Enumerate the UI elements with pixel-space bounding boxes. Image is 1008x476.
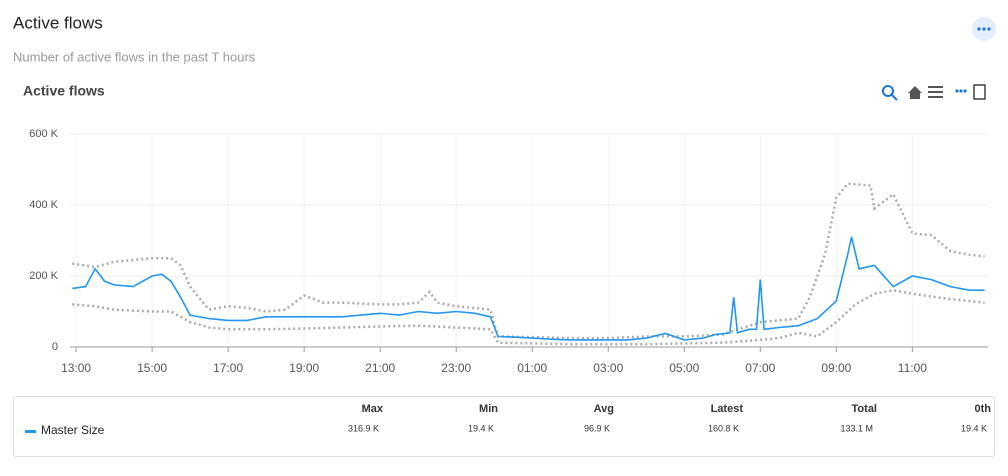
stats-header: Total <box>852 403 877 415</box>
more-button[interactable] <box>972 17 996 41</box>
y-tick-label: 400 K <box>29 199 58 211</box>
series-line <box>72 236 985 341</box>
panel-title: Active flows <box>13 13 103 32</box>
zoom-icon[interactable] <box>882 85 898 101</box>
stats-value: 96.9 K <box>584 423 610 433</box>
legend-label: Master Size <box>41 423 105 437</box>
stats-header: 0th <box>975 403 992 415</box>
home-icon[interactable] <box>908 86 922 99</box>
y-tick-label: 200 K <box>29 270 58 282</box>
stats-value: 316.9 K <box>348 423 379 433</box>
stats-header: Max <box>362 403 384 415</box>
menu-icon[interactable] <box>928 86 943 98</box>
stats-value: 19.4 K <box>468 423 494 433</box>
chart-title: Active flows <box>23 83 105 99</box>
legend-swatch <box>25 430 36 433</box>
x-tick-label: 11:00 <box>898 361 927 375</box>
x-tick-label: 07:00 <box>745 361 775 375</box>
stats-box <box>13 396 995 457</box>
panel-subtitle: Number of active flows in the past T hou… <box>13 49 256 64</box>
x-tick-label: 15:00 <box>137 361 167 375</box>
stats-header: Min <box>479 403 498 415</box>
band-line <box>72 288 985 346</box>
stats-value: 133.1 M <box>840 423 873 433</box>
more-icon[interactable] <box>955 89 967 93</box>
x-tick-label: 23:00 <box>441 361 471 375</box>
x-tick-label: 17:00 <box>213 361 243 375</box>
y-tick-label: 600 K <box>29 128 58 140</box>
x-tick-label: 19:00 <box>289 361 319 375</box>
stats-value: 19.4 K <box>961 423 987 433</box>
x-tick-label: 01:00 <box>517 361 547 375</box>
stats-value: 160.8 K <box>708 423 739 433</box>
x-tick-label: 09:00 <box>821 361 851 375</box>
band-line <box>72 182 985 340</box>
x-tick-label: 05:00 <box>669 361 699 375</box>
x-tick-label: 03:00 <box>593 361 623 375</box>
x-tick-label: 21:00 <box>365 361 395 375</box>
pdf-icon[interactable] <box>973 84 986 100</box>
stats-header: Latest <box>711 403 744 415</box>
x-tick-label: 13:00 <box>61 361 91 375</box>
y-tick-label: 0 <box>52 341 58 353</box>
stats-header: Avg <box>594 403 614 415</box>
